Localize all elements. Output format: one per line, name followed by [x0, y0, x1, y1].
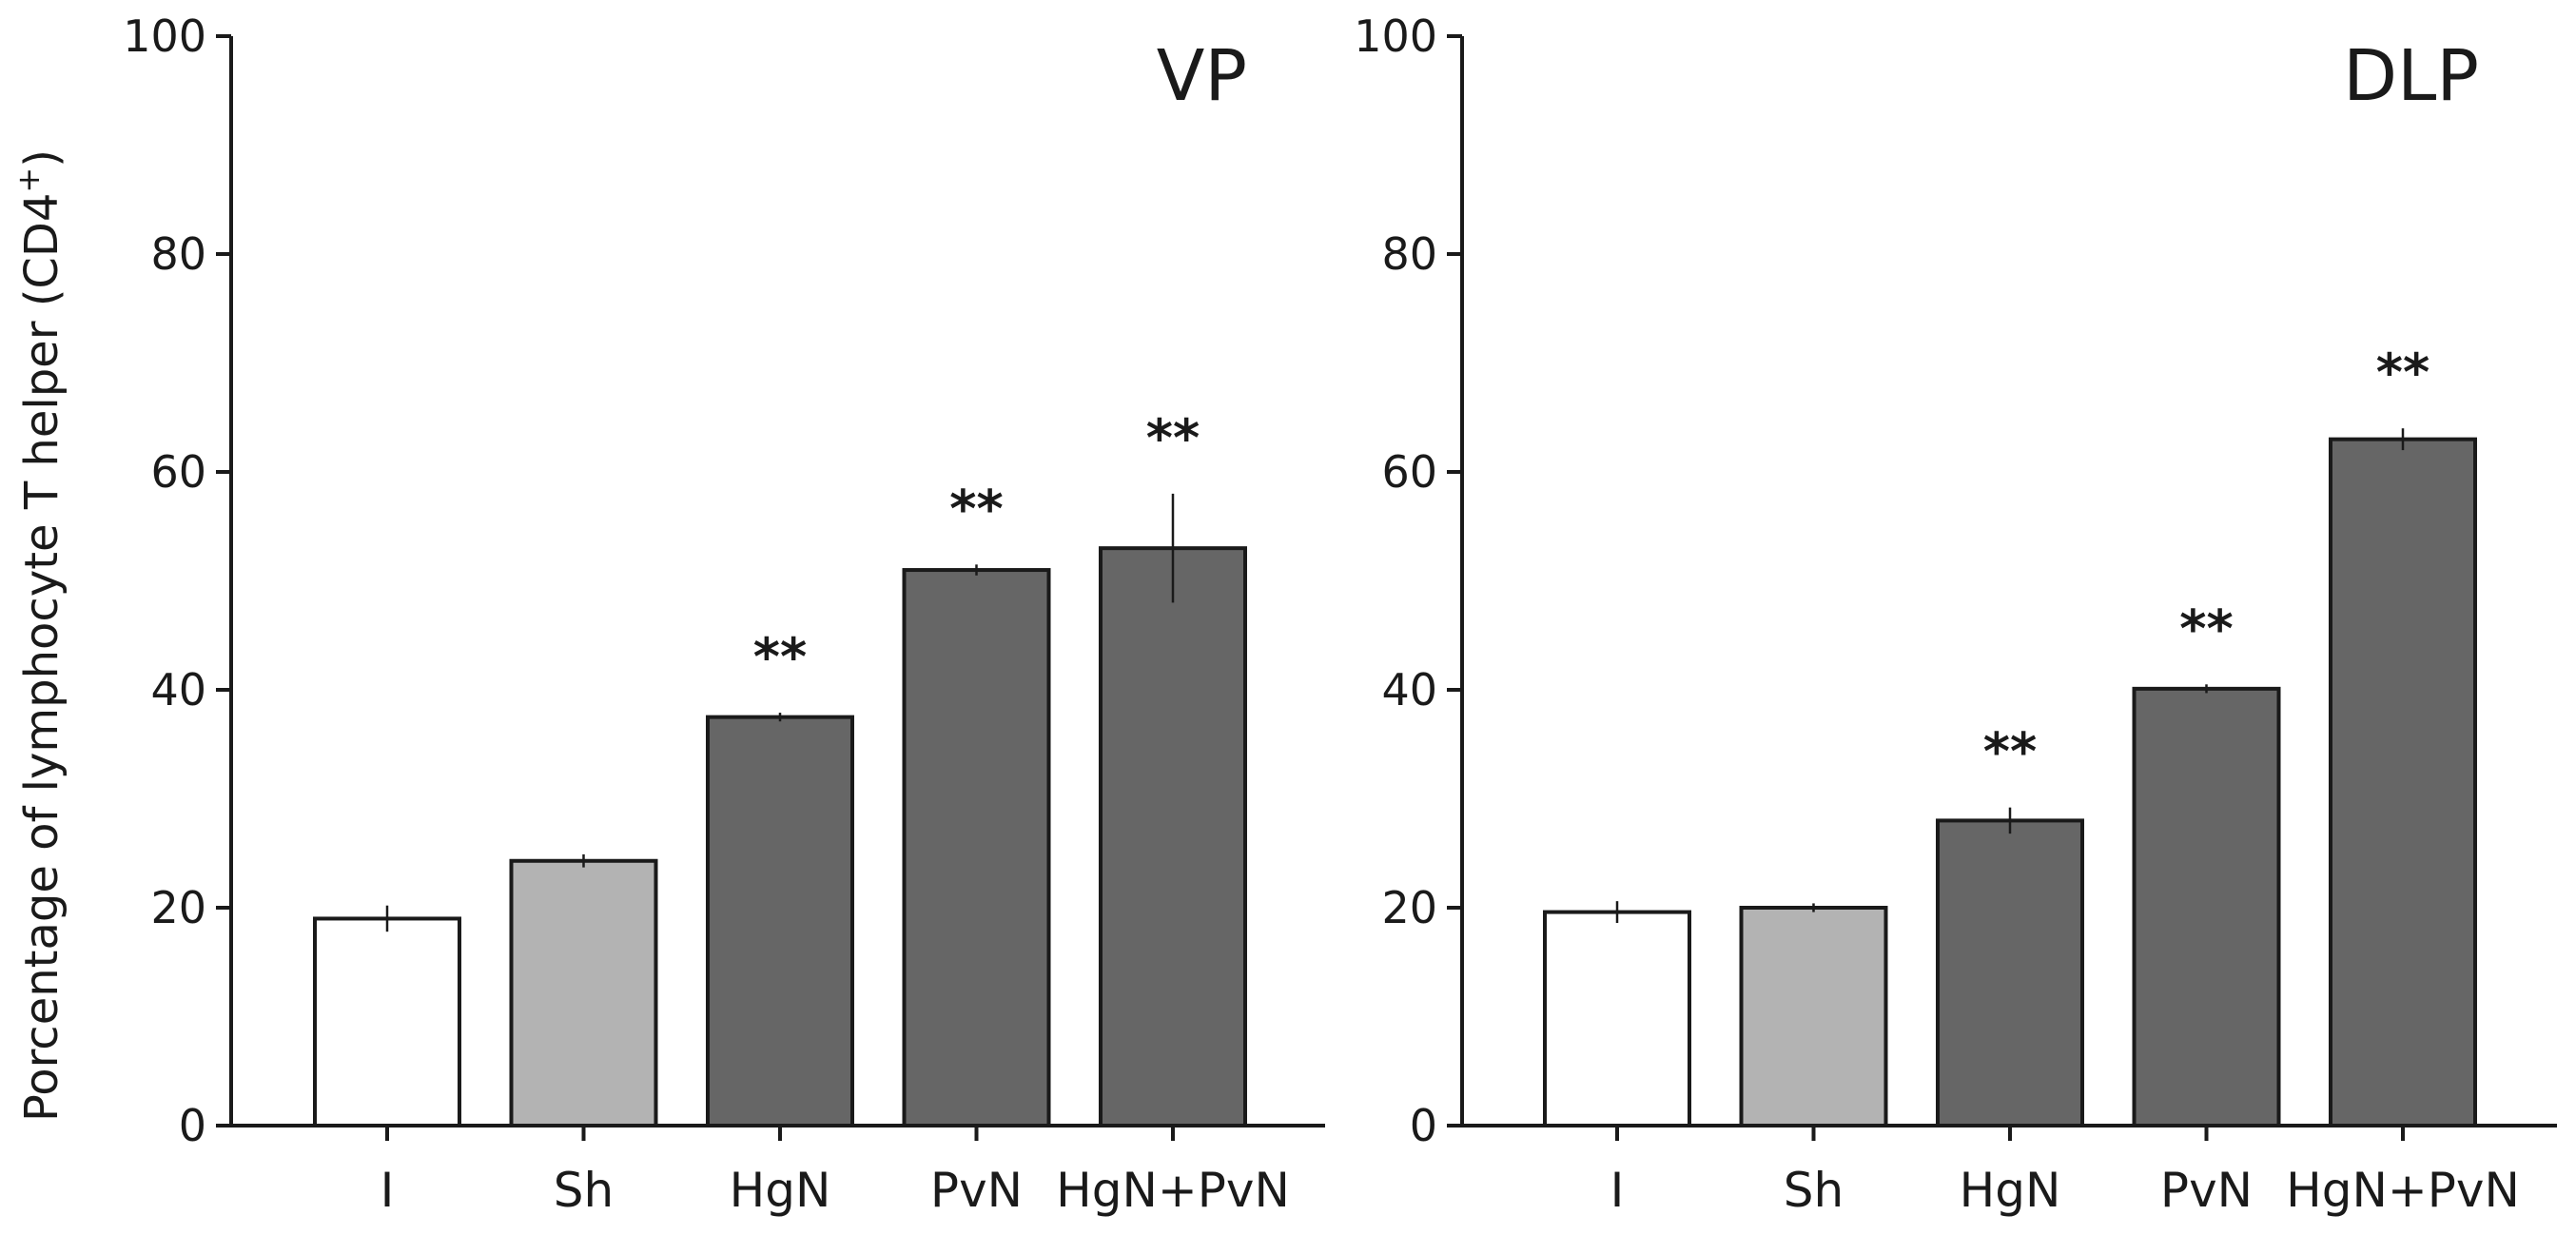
y-tick-label: 100 [1354, 10, 1437, 62]
y-tick-label: 0 [1410, 1100, 1437, 1151]
x-tick-label: HgN+PvN [2286, 1163, 2520, 1218]
y-axis-title: Porcentage of lymphocyte T helper (CD4+) [10, 149, 68, 1122]
significance-label: ** [1146, 408, 1200, 468]
x-tick-label: I [1610, 1163, 1625, 1218]
bar [1099, 546, 1247, 1128]
significance-label: ** [949, 479, 1003, 539]
bar [706, 715, 854, 1128]
y-axis-title-suffix: ) [15, 149, 68, 167]
y-tick-label: 20 [150, 882, 206, 933]
significance-label: ** [2376, 343, 2430, 402]
panel-title: VP [1157, 35, 1247, 117]
bar [2132, 686, 2281, 1128]
significance-label: ** [753, 627, 807, 687]
bar [509, 858, 658, 1128]
bar [1543, 910, 1691, 1128]
y-tick-label: 80 [150, 228, 206, 280]
y-axis-title-superscript: + [10, 167, 47, 193]
y-tick-label: 80 [1381, 228, 1437, 280]
x-tick-label: PvN [930, 1163, 1023, 1218]
bar [1739, 906, 1888, 1128]
x-tick-label: Sh [1784, 1163, 1844, 1218]
bar [902, 568, 1051, 1128]
y-tick-label: 0 [179, 1100, 206, 1151]
y-tick-label: 60 [150, 446, 206, 498]
panel-dlp: 0 20 40 60 80 100 I Sh HgN ** PvN ** HgN+PvN ** DLP [1354, 10, 2557, 1218]
x-tick-label: Sh [554, 1163, 614, 1218]
significance-label: ** [1983, 722, 2037, 782]
y-tick-label: 100 [123, 10, 206, 62]
x-tick-label: HgN [730, 1163, 831, 1218]
x-tick-label: PvN [2160, 1163, 2253, 1218]
bar [2329, 437, 2477, 1128]
bar [1936, 818, 2084, 1128]
x-tick-label: HgN+PvN [1056, 1163, 1290, 1218]
bar [313, 916, 461, 1128]
y-tick-label: 40 [1381, 664, 1437, 716]
y-axis-title-main: Porcentage of lymphocyte T helper (CD4 [15, 193, 68, 1122]
panel-title: DLP [2343, 35, 2479, 117]
y-tick-label: 40 [150, 664, 206, 716]
panel-vp: 0 20 40 60 80 100 I Sh HgN ** PvN ** HgN+PvN ** VP [123, 10, 1325, 1218]
significance-label: ** [2179, 598, 2233, 658]
y-tick-label: 60 [1381, 446, 1437, 498]
y-tick-label: 20 [1381, 882, 1437, 933]
x-tick-label: HgN [1960, 1163, 2061, 1218]
x-tick-label: I [381, 1163, 395, 1218]
